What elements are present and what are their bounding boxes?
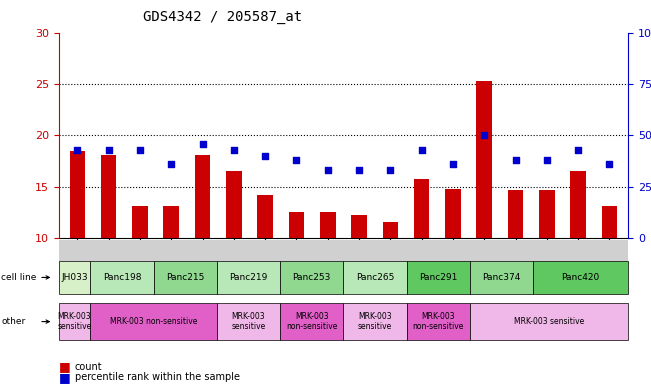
Bar — [195, 155, 210, 341]
Text: MRK-003
sensitive: MRK-003 sensitive — [57, 312, 92, 331]
Point — [166, 161, 176, 167]
Text: GDS4342 / 205587_at: GDS4342 / 205587_at — [143, 10, 302, 23]
Bar — [539, 190, 555, 341]
Text: MRK-003 non-sensitive: MRK-003 non-sensitive — [110, 317, 197, 326]
Text: MRK-003 sensitive: MRK-003 sensitive — [514, 317, 584, 326]
Point — [229, 147, 239, 153]
Point — [385, 167, 396, 173]
Text: percentile rank within the sample: percentile rank within the sample — [75, 372, 240, 382]
Point — [104, 147, 114, 153]
Bar — [101, 155, 117, 341]
Point — [354, 167, 365, 173]
Bar — [352, 215, 367, 341]
Point — [291, 157, 301, 163]
Text: Panc198: Panc198 — [103, 273, 141, 282]
Text: Panc291: Panc291 — [419, 273, 458, 282]
Point — [542, 157, 552, 163]
Bar — [288, 212, 304, 341]
Bar — [132, 206, 148, 341]
Point — [135, 147, 145, 153]
Bar — [70, 151, 85, 341]
Bar — [226, 171, 242, 341]
Bar — [257, 195, 273, 341]
Bar — [320, 212, 335, 341]
Text: MRK-003
non-sensitive: MRK-003 non-sensitive — [413, 312, 464, 331]
Text: Panc219: Panc219 — [229, 273, 268, 282]
Bar — [414, 179, 430, 341]
Text: Panc374: Panc374 — [482, 273, 521, 282]
Point — [479, 132, 490, 139]
Text: MRK-003
sensitive: MRK-003 sensitive — [358, 312, 392, 331]
Point — [197, 141, 208, 147]
Point — [260, 153, 270, 159]
Text: count: count — [75, 362, 102, 372]
Text: cell line: cell line — [1, 273, 36, 282]
Point — [322, 167, 333, 173]
Point — [573, 147, 583, 153]
Bar — [383, 222, 398, 341]
Point — [510, 157, 521, 163]
Point — [604, 161, 615, 167]
Text: Panc265: Panc265 — [356, 273, 395, 282]
Bar — [508, 190, 523, 341]
Bar — [570, 171, 586, 341]
Text: Panc253: Panc253 — [292, 273, 331, 282]
Text: MRK-003
non-sensitive: MRK-003 non-sensitive — [286, 312, 337, 331]
Text: MRK-003
sensitive: MRK-003 sensitive — [231, 312, 266, 331]
Text: JH033: JH033 — [61, 273, 88, 282]
Bar — [445, 189, 461, 341]
Text: Panc215: Panc215 — [166, 273, 204, 282]
Point — [448, 161, 458, 167]
Text: other: other — [1, 317, 25, 326]
Bar — [163, 206, 179, 341]
Bar — [602, 206, 617, 341]
Point — [417, 147, 427, 153]
Text: Panc420: Panc420 — [562, 273, 600, 282]
Bar — [477, 81, 492, 341]
Text: ■: ■ — [59, 360, 70, 373]
Text: ■: ■ — [59, 371, 70, 384]
Point — [72, 147, 83, 153]
